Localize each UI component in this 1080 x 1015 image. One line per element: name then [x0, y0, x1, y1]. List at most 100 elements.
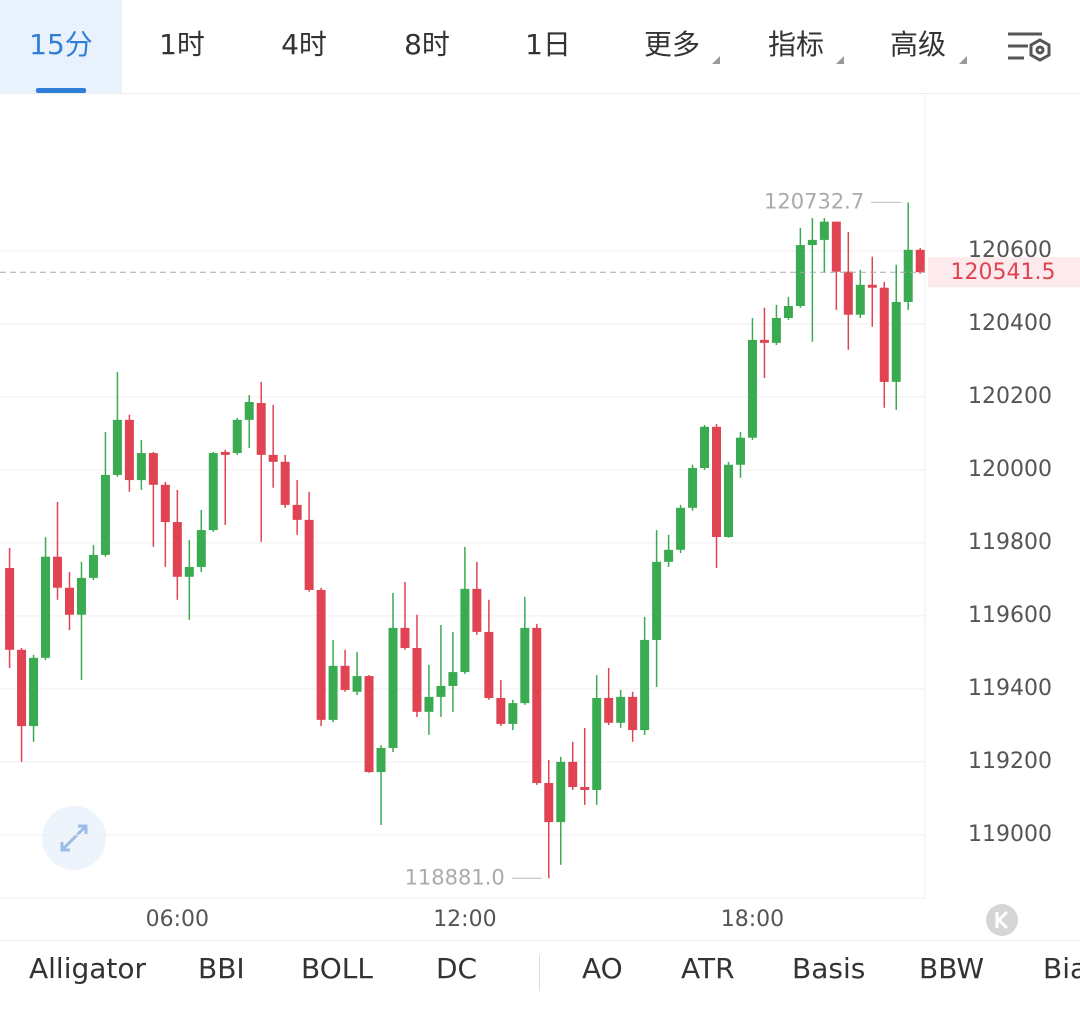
candle-body [604, 697, 614, 723]
candle-body [64, 587, 74, 615]
tab[interactable]: 4时 [281, 28, 327, 61]
candle-body [388, 627, 398, 748]
candle-body [172, 522, 182, 577]
indicator[interactable]: BBI [198, 952, 245, 985]
candle-body [304, 519, 314, 590]
candle-body [496, 697, 506, 724]
last-price-tag [928, 257, 1080, 288]
candle-body [352, 676, 362, 692]
indicator[interactable]: DC [436, 952, 478, 985]
candle-body [700, 426, 710, 469]
candle-body [891, 301, 901, 382]
dropdown-arrow [959, 56, 967, 64]
candle-body [436, 685, 446, 697]
tab[interactable]: 高级 [889, 28, 946, 61]
candle-body [855, 284, 865, 315]
candle-body [843, 271, 853, 315]
candle-body [903, 249, 913, 302]
indicator[interactable]: BOLL [301, 952, 373, 985]
candle-body [208, 453, 218, 531]
candle-body [688, 468, 698, 508]
candle-body [879, 287, 889, 382]
candle-body [376, 747, 386, 773]
indicator[interactable]: Bia [1043, 952, 1080, 985]
candle-body [160, 484, 170, 523]
candle-body [628, 696, 638, 731]
indicator[interactable]: ATR [681, 952, 735, 985]
indicator[interactable]: AO [582, 952, 623, 985]
x-tick-label: 06:00 [146, 907, 209, 932]
y-tick-label: 120200 [968, 384, 1052, 409]
candle-body [712, 426, 722, 538]
tab[interactable]: 1时 [159, 28, 205, 61]
candle-body [280, 461, 290, 505]
candle-body [400, 627, 410, 648]
candle-body [220, 451, 230, 455]
indicator[interactable]: Alligator [29, 952, 147, 985]
candle-body [915, 249, 925, 273]
indicator[interactable]: BBW [919, 952, 985, 985]
candle-body [364, 676, 374, 773]
candle-body [112, 419, 122, 475]
candle-body [76, 577, 86, 615]
y-tick-label: 120000 [968, 457, 1052, 482]
candle-body [676, 507, 686, 550]
tab-indicator [36, 88, 86, 93]
candle-body [795, 245, 805, 306]
candle-body [652, 561, 662, 640]
divider [0, 940, 1080, 941]
settings-icon[interactable] [1008, 32, 1051, 62]
candle-body [17, 649, 27, 727]
candle-body [723, 464, 733, 538]
candle-body [124, 419, 134, 481]
candle-body [556, 761, 566, 823]
candle-body [807, 239, 817, 246]
high-label: 120732.7 [764, 189, 864, 213]
candle-body [184, 566, 194, 577]
chart: 119000 119200 119400 119600 119800 120000 1202… [0, 32, 1080, 936]
candle-body [664, 549, 674, 562]
tab[interactable]: 更多 [643, 28, 700, 61]
y-tick-label: 119600 [968, 603, 1052, 628]
scroll-latest-button[interactable] [986, 904, 1018, 936]
candle-body [100, 474, 110, 555]
candle-body [41, 556, 51, 658]
candle-body [136, 453, 146, 481]
candle-body [5, 568, 15, 650]
candle-body [424, 696, 434, 712]
candle-body [747, 339, 757, 438]
candle-body [88, 554, 98, 578]
candle-body [831, 221, 841, 272]
low-label: 118881.0 [405, 865, 505, 889]
candle-body [196, 530, 206, 567]
candle-body [460, 588, 470, 673]
last-price-label: 120541.5 [951, 260, 1056, 285]
candle-body [448, 672, 458, 686]
candle-body [256, 403, 266, 455]
indicator[interactable]: Basis [792, 952, 866, 985]
tab[interactable]: 15分 [0, 0, 122, 93]
candle-body [148, 453, 158, 485]
candle-body [472, 588, 482, 632]
candle-body [640, 639, 650, 731]
candle-body [759, 339, 769, 343]
y-tick-label: 120400 [968, 311, 1052, 336]
expand-button[interactable] [42, 806, 106, 870]
candle-body [316, 589, 326, 720]
tab[interactable]: 8时 [404, 28, 450, 61]
candle-body [580, 787, 590, 790]
tab[interactable]: 1日 [525, 28, 571, 61]
candle-body [244, 401, 254, 420]
x-tick-label: 18:00 [721, 907, 784, 932]
candle-body [616, 696, 626, 723]
y-tick-label: 119800 [968, 530, 1052, 555]
candle-body [735, 437, 745, 465]
candle-body [340, 665, 350, 690]
candle-body [568, 761, 578, 788]
candle-body [867, 284, 877, 288]
candle-body [29, 657, 39, 727]
candle-body [232, 419, 242, 454]
candle-body [484, 631, 494, 698]
tab[interactable]: 指标 [767, 28, 824, 61]
